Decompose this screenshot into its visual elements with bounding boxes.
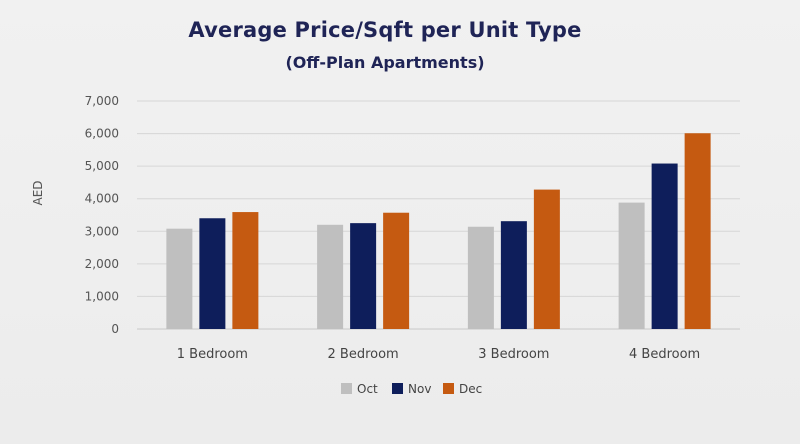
y-tick-label: 5,000 (85, 159, 119, 173)
x-tick-label: 4 Bedroom (629, 347, 700, 362)
y-tick-label: 4,000 (85, 192, 119, 206)
legend-label-dec: Dec (459, 382, 482, 396)
bar-oct (166, 228, 193, 329)
bar-dec (383, 212, 410, 329)
bar-dec (684, 133, 711, 329)
y-tick-label: 1,000 (85, 289, 119, 303)
bar-dec (232, 212, 259, 329)
bar-nov (350, 223, 377, 329)
bar-nov (500, 221, 527, 329)
bar-oct (317, 224, 344, 329)
legend-swatch-oct (341, 383, 352, 394)
legend-label-oct: Oct (357, 382, 378, 396)
y-tick-label: 6,000 (85, 127, 119, 141)
y-axis-label: AED (31, 180, 45, 205)
y-tick-label: 2,000 (85, 257, 119, 271)
bar-oct (467, 226, 494, 329)
bar-dec (533, 189, 560, 329)
bar-nov (651, 163, 678, 329)
legend-label-nov: Nov (408, 382, 431, 396)
bar-oct (618, 202, 645, 329)
y-tick-label: 3,000 (85, 224, 119, 238)
legend-swatch-dec (443, 383, 454, 394)
bar-nov (199, 218, 226, 329)
legend-swatch-nov (392, 383, 403, 394)
y-tick-label: 7,000 (85, 94, 119, 108)
chart-title: Average Price/Sqft per Unit Type (188, 18, 582, 42)
x-tick-label: 3 Bedroom (478, 347, 549, 362)
x-tick-label: 2 Bedroom (328, 347, 399, 362)
x-tick-label: 1 Bedroom (177, 347, 248, 362)
chart-subtitle: (Off-Plan Apartments) (285, 53, 485, 72)
y-tick-label: 0 (111, 322, 119, 336)
